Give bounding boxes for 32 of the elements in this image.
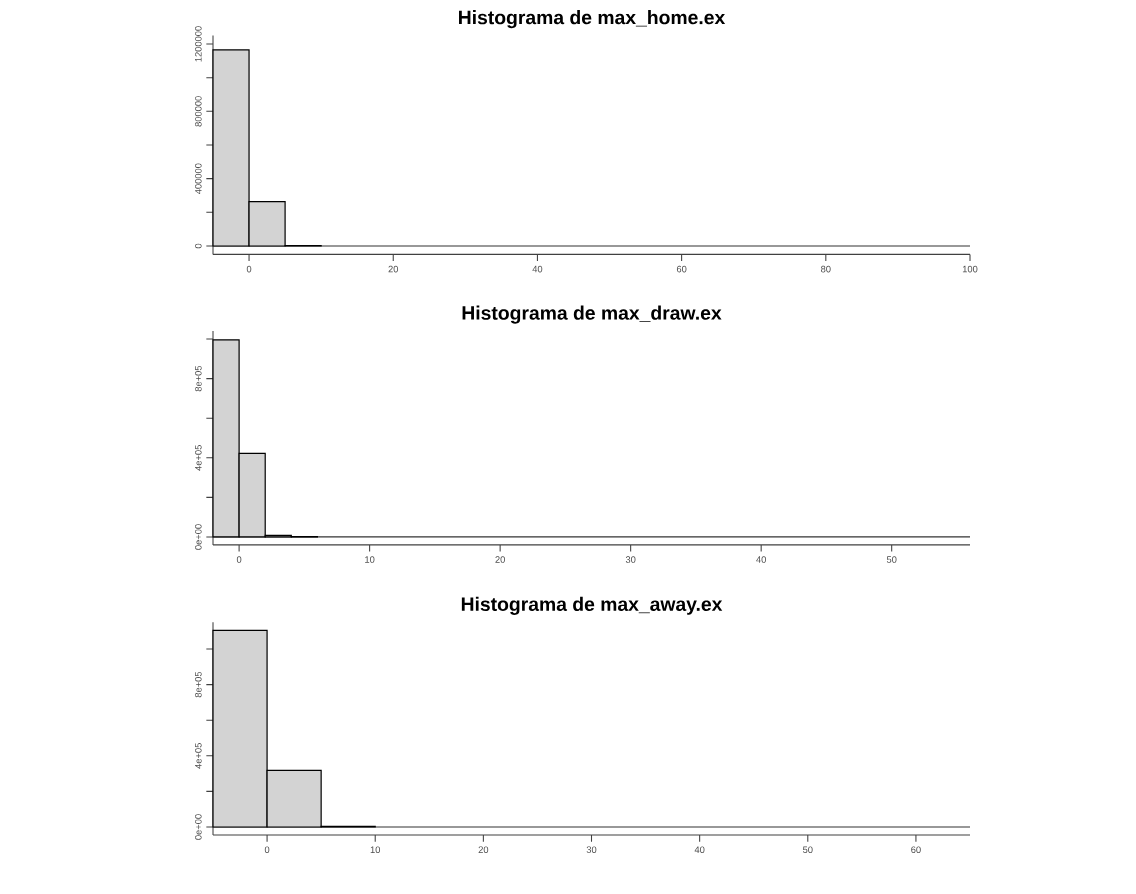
y-tick-label: 0e+00 bbox=[195, 814, 202, 840]
y-tick-label: 1200000 bbox=[195, 26, 202, 62]
x-tick-label: 50 bbox=[802, 846, 813, 853]
chart-title: Histograma de max_home.ex bbox=[459, 10, 726, 29]
x-tick-label: 40 bbox=[532, 265, 543, 273]
chart-title: Histograma de max_away.ex bbox=[461, 596, 723, 615]
y-tick-label: 8e+05 bbox=[195, 671, 202, 698]
x-tick-label: 80 bbox=[821, 265, 831, 273]
chart-title: Histograma de max_draw.ex bbox=[462, 305, 722, 324]
x-tick-label: 40 bbox=[694, 846, 705, 853]
x-tick-label: 30 bbox=[625, 556, 636, 563]
x-tick-label: 50 bbox=[886, 556, 897, 563]
x-tick-label: 10 bbox=[370, 846, 381, 853]
y-tick-label: 4e+05 bbox=[195, 445, 202, 471]
x-tick-label: 0 bbox=[246, 265, 252, 273]
x-tick-label: 60 bbox=[676, 265, 687, 273]
x-tick-label: 40 bbox=[756, 556, 766, 563]
x-tick-label: 20 bbox=[495, 556, 505, 563]
x-tick-label: 100 bbox=[962, 265, 978, 273]
y-tick-label: 8e+05 bbox=[195, 365, 202, 392]
x-tick-label: 60 bbox=[911, 846, 921, 853]
x-tick-label: 30 bbox=[586, 846, 597, 853]
x-tick-label: 0 bbox=[236, 556, 242, 563]
x-tick-label: 0 bbox=[264, 846, 270, 853]
x-tick-label: 10 bbox=[365, 556, 375, 563]
y-tick-label: 0e+00 bbox=[195, 524, 202, 550]
y-tick-label: 800000 bbox=[195, 96, 202, 127]
y-tick-label: 400000 bbox=[195, 163, 202, 195]
x-tick-label: 20 bbox=[478, 846, 489, 853]
x-tick-label: 20 bbox=[388, 265, 399, 273]
y-tick-label: 4e+05 bbox=[195, 743, 202, 769]
y-tick-label: 0 bbox=[195, 243, 202, 249]
